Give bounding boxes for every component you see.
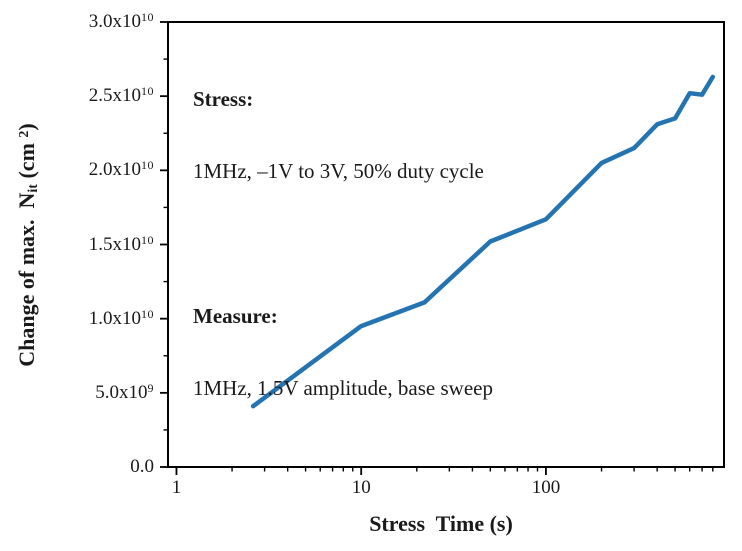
y-tick-label: 0.0 xyxy=(130,456,154,477)
y-tick-label: 3.0x1010 xyxy=(88,10,154,32)
y-title-prefix: Change of max. N xyxy=(14,192,39,367)
stress-measure-annotation: Stress: 1MHz, –1V to 3V, 50% duty cycle … xyxy=(193,39,493,448)
y-title-superscript: 2 xyxy=(16,130,32,138)
y-tick-label: 5.0x109 xyxy=(95,380,154,403)
x-tick-label: 100 xyxy=(531,477,561,498)
measure-heading: Measure: xyxy=(193,304,278,328)
y-tick-label: 2.0x1010 xyxy=(88,158,154,181)
y-tick-label: 1.0x1010 xyxy=(88,306,154,329)
y-title-subscript: it xyxy=(26,184,42,193)
data-line xyxy=(250,74,716,409)
measure-body: 1MHz, 1.5V amplitude, base sweep xyxy=(193,376,493,400)
y-axis-title: Change of max. Nit (cm 2) xyxy=(14,25,48,465)
x-axis-title: Stress Time (s) xyxy=(369,511,513,536)
y-tick-label: 2.5x1010 xyxy=(88,84,154,107)
stress-body: 1MHz, –1V to 3V, 50% duty cycle xyxy=(193,159,484,183)
x-tick-label: 1 xyxy=(171,477,182,498)
y-title-suffix: ) xyxy=(14,123,39,131)
stress-heading: Stress: xyxy=(193,87,254,111)
x-tick-label: 10 xyxy=(351,477,371,498)
y-title-mid: (cm xyxy=(14,137,39,185)
annotation-spacer xyxy=(193,231,493,256)
y-tick-label: 1.5x1010 xyxy=(88,232,154,255)
